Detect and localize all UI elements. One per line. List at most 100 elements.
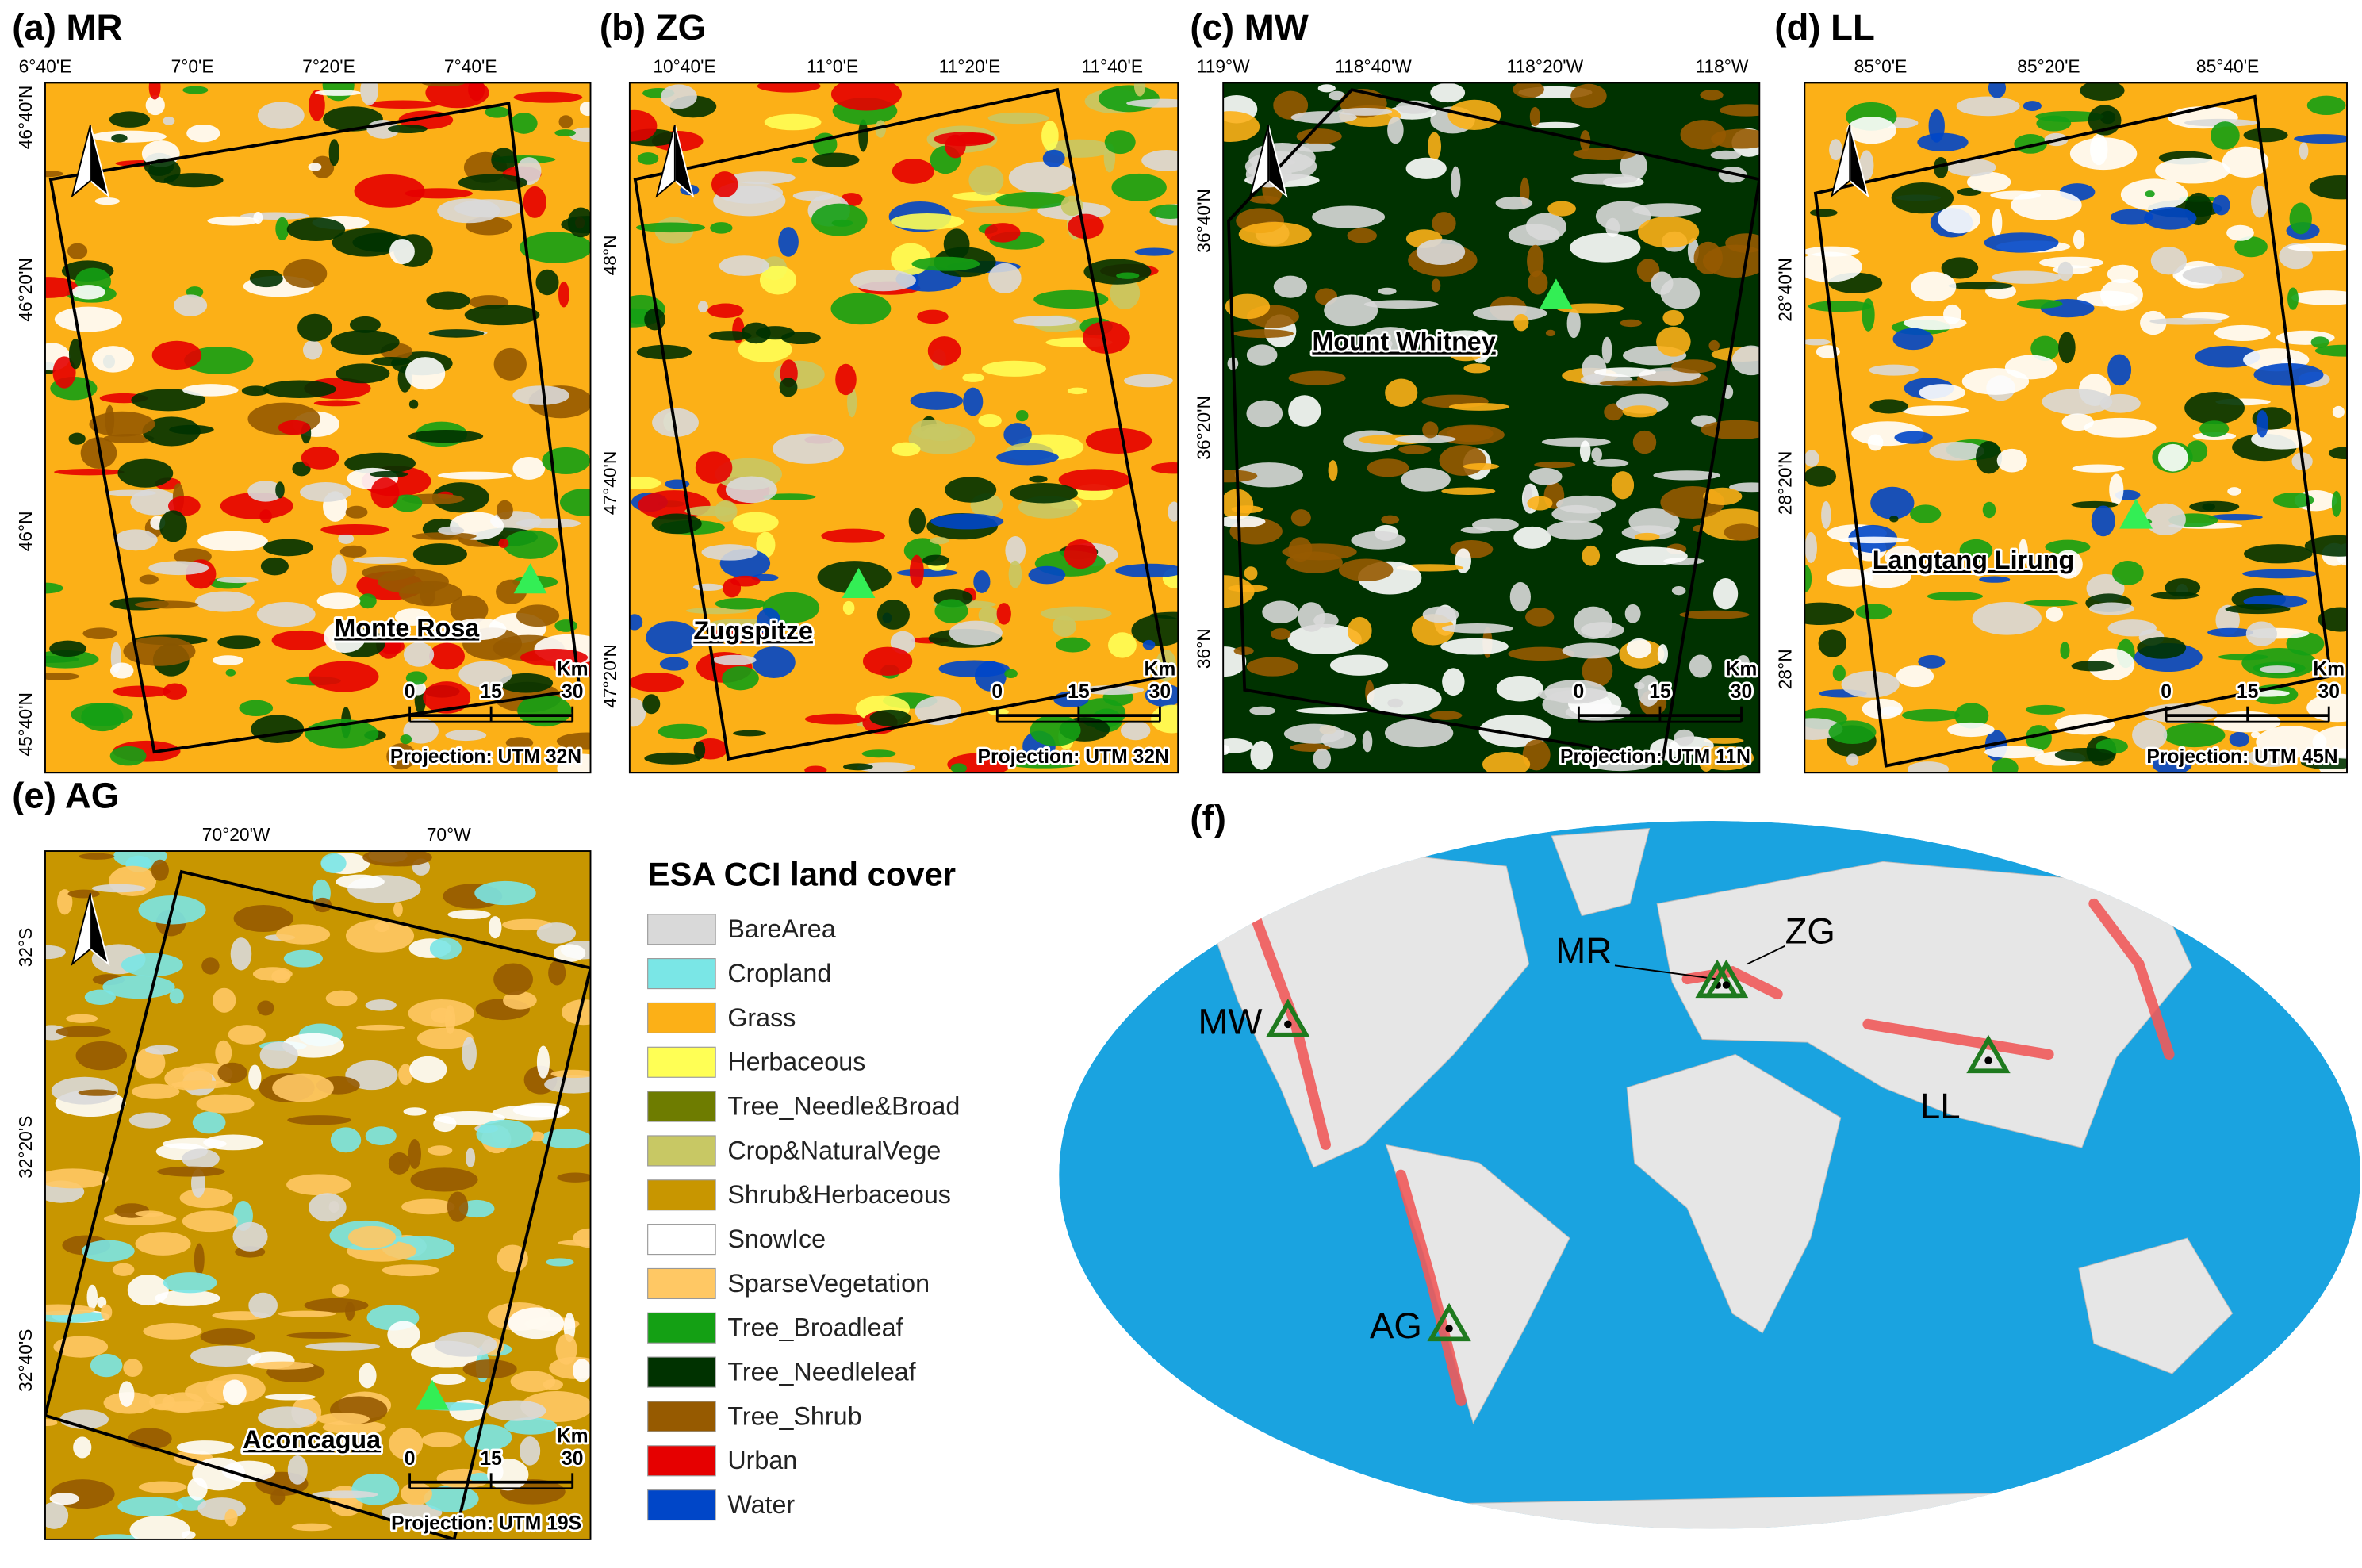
land-patch bbox=[73, 1436, 92, 1459]
land-patch bbox=[1422, 606, 1459, 623]
top-tick-label: 7°0'E bbox=[171, 56, 214, 76]
land-patch bbox=[155, 1290, 220, 1306]
land-patch bbox=[974, 661, 1007, 692]
legend-swatch bbox=[647, 1267, 716, 1300]
land-patch bbox=[1381, 515, 1400, 524]
land-patch bbox=[304, 1298, 369, 1313]
land-patch bbox=[2242, 569, 2318, 579]
land-patch bbox=[1919, 384, 1965, 401]
land-patch bbox=[2245, 621, 2277, 646]
land-patch bbox=[1804, 251, 1862, 282]
land-patch bbox=[1131, 615, 1179, 646]
land-patch bbox=[145, 95, 165, 116]
land-patch bbox=[1513, 526, 1551, 549]
land-patch bbox=[2287, 287, 2299, 310]
land-patch bbox=[78, 1089, 117, 1096]
land-patch bbox=[408, 429, 484, 443]
land-patch bbox=[693, 741, 706, 760]
land-patch bbox=[811, 152, 860, 167]
land-patch bbox=[2294, 134, 2348, 144]
land-patch bbox=[1604, 403, 1624, 421]
land-patch bbox=[1013, 316, 1076, 327]
land-patch bbox=[2256, 410, 2268, 438]
land-patch bbox=[182, 1210, 238, 1233]
land-patch bbox=[1525, 213, 1566, 241]
land-patch bbox=[2145, 503, 2186, 536]
land-patch bbox=[153, 1401, 224, 1412]
land-patch bbox=[544, 1075, 591, 1094]
land-patch bbox=[1859, 565, 1911, 588]
land-patch bbox=[711, 171, 738, 197]
land-patch bbox=[1818, 629, 1846, 657]
land-patch bbox=[1870, 486, 1915, 519]
land-patch bbox=[1513, 313, 1529, 332]
land-patch bbox=[132, 1083, 180, 1099]
land-patch bbox=[410, 1167, 478, 1192]
land-patch bbox=[169, 988, 184, 1004]
land-patch bbox=[1104, 130, 1136, 155]
land-patch bbox=[356, 1024, 405, 1031]
land-patch bbox=[249, 270, 283, 288]
land-patch bbox=[2088, 602, 2134, 615]
land-patch bbox=[371, 357, 411, 366]
continent bbox=[1551, 828, 1651, 917]
map-border bbox=[44, 82, 592, 774]
land-patch bbox=[67, 889, 100, 899]
land-patch bbox=[2287, 243, 2348, 252]
legend-swatch bbox=[647, 1135, 716, 1167]
legend-swatch bbox=[647, 1091, 716, 1122]
land-patch bbox=[559, 489, 591, 516]
land-patch bbox=[82, 627, 117, 640]
land-patch bbox=[987, 112, 1049, 125]
legend-swatch bbox=[647, 1179, 716, 1211]
land-patch bbox=[291, 1523, 332, 1532]
land-patch bbox=[516, 157, 542, 186]
land-patch bbox=[922, 554, 950, 566]
map bbox=[44, 82, 591, 773]
land-patch bbox=[1262, 600, 1299, 623]
land-patch bbox=[278, 1310, 336, 1317]
scale-tick-label: 30 bbox=[2318, 681, 2339, 703]
land-patch bbox=[434, 1332, 497, 1357]
land-patch bbox=[1472, 305, 1547, 321]
land-patch bbox=[2225, 604, 2291, 615]
land-patch bbox=[658, 723, 708, 740]
scale-tick-label: 0 bbox=[405, 1448, 416, 1470]
land-patch bbox=[646, 621, 698, 654]
land-patch bbox=[148, 158, 181, 184]
land-patch bbox=[875, 120, 887, 138]
land-patch bbox=[927, 336, 961, 366]
land-patch bbox=[701, 544, 758, 561]
land-patch bbox=[1821, 500, 1831, 529]
land-patch bbox=[1151, 462, 1179, 474]
land-patch bbox=[1123, 374, 1173, 388]
land-patch bbox=[2107, 619, 2157, 637]
legend-swatch bbox=[647, 1356, 716, 1388]
land-patch bbox=[2299, 142, 2309, 160]
site-marker bbox=[1540, 278, 1573, 309]
land-patch bbox=[1064, 539, 1098, 569]
land-patch bbox=[896, 569, 958, 577]
land-patch bbox=[773, 433, 845, 464]
land-patch bbox=[431, 1374, 466, 1386]
land-patch bbox=[1616, 546, 1688, 565]
land-patch bbox=[1395, 100, 1433, 114]
land-patch bbox=[1967, 171, 2011, 193]
land-patch bbox=[892, 159, 934, 184]
left-tick-label: 36°N bbox=[1193, 628, 1214, 669]
land-patch bbox=[1724, 523, 1760, 541]
site-dot bbox=[1722, 981, 1731, 989]
land-patch bbox=[523, 186, 546, 218]
land-patch bbox=[388, 125, 428, 134]
land-patch bbox=[629, 614, 643, 631]
land-patch bbox=[1704, 737, 1744, 744]
left-tick-label: 28°N bbox=[1775, 649, 1796, 689]
land-patch bbox=[365, 999, 397, 1011]
land-patch bbox=[2189, 500, 2240, 513]
projection: Projection: UTM 32N bbox=[978, 746, 1169, 768]
land-patch bbox=[1804, 466, 1837, 487]
land-patch bbox=[1594, 367, 1656, 378]
land-patch bbox=[553, 944, 586, 962]
land-patch bbox=[1804, 565, 1812, 592]
land-patch bbox=[555, 1333, 577, 1365]
